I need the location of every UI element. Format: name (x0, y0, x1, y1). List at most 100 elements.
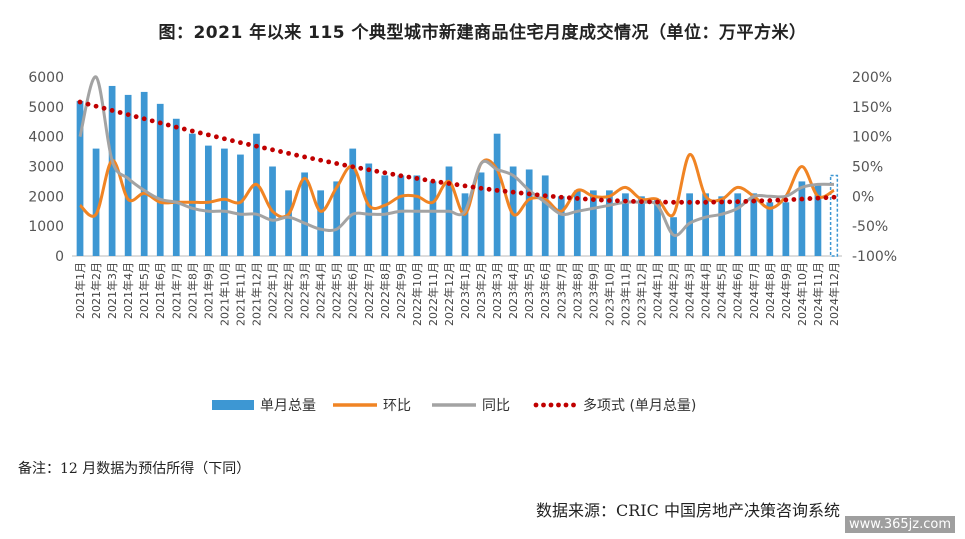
trend-point (205, 132, 211, 138)
bar (750, 193, 758, 256)
x-tick-label: 2021年4月 (121, 262, 135, 319)
bar (365, 163, 373, 256)
trend-point (799, 196, 805, 202)
y-right-tick-label: -50% (852, 219, 888, 235)
trend-point (117, 110, 123, 115)
bar (221, 148, 228, 256)
trend-point (230, 138, 235, 144)
trend-point (751, 198, 757, 204)
legend-swatch-dot (548, 402, 554, 408)
trend-point (590, 197, 596, 203)
bar (461, 193, 469, 256)
trend-point (783, 197, 789, 203)
trend-point (85, 101, 91, 107)
trend-point (615, 198, 620, 204)
bar (606, 190, 613, 256)
trend-point (534, 192, 540, 198)
y-left-tick-label: 6000 (28, 70, 64, 86)
trend-point (510, 189, 516, 195)
x-tick-label: 2022年3月 (298, 262, 312, 319)
trend-point (831, 194, 837, 200)
x-tick-label: 2021年9月 (201, 262, 215, 319)
x-tick-label: 2023年12月 (635, 262, 649, 326)
trend-point (173, 124, 179, 130)
trend-point (639, 199, 644, 205)
trend-point (278, 149, 283, 154)
trend-point (807, 196, 813, 201)
x-tick-label: 2022年2月 (282, 262, 296, 319)
x-tick-label: 2021年5月 (137, 262, 151, 319)
trend-point (366, 167, 372, 173)
bar (172, 118, 180, 257)
x-tick-label: 2023年8月 (570, 262, 584, 319)
trend-point (406, 174, 412, 180)
x-tick-label: 2024年3月 (683, 262, 697, 319)
trend-point (711, 199, 717, 205)
trend-point (197, 130, 203, 136)
trend-point (213, 134, 219, 140)
trend-point (655, 199, 660, 205)
legend-label: 同比 (482, 398, 510, 414)
trend-point (125, 112, 131, 117)
x-tick-label: 2024年1月 (651, 262, 665, 319)
y-right-tick-label: 50% (852, 160, 883, 176)
y-right-tick-label: 100% (852, 130, 892, 146)
bar (349, 148, 357, 256)
trend-point (494, 187, 500, 193)
bar (734, 193, 742, 256)
trend-point (109, 108, 115, 113)
trend-point (133, 114, 139, 120)
trend-point (438, 179, 444, 185)
x-tick-label: 2024年10月 (795, 262, 809, 326)
legend-swatch-dot (533, 402, 539, 408)
trend-point (246, 142, 251, 147)
trend-point (486, 186, 492, 192)
y-right-tick-label: -100% (852, 249, 897, 265)
trend-point (165, 122, 171, 128)
trend-point (374, 168, 380, 174)
trend-point (647, 199, 652, 205)
x-tick-label: 2023年5月 (522, 262, 536, 319)
chart-title: 图：2021 年以来 115 个典型城市新建商品住宅月度成交情况（单位：万平方米… (158, 23, 807, 43)
y-axis-left: 0 1000 2000 3000 4000 5000 6000 (28, 70, 64, 265)
x-axis-labels: 2021年1月 2021年2月 2021年3月 2021年4月 2021年5月 2021年… (73, 262, 841, 326)
trend-point (181, 126, 187, 132)
x-tick-label: 2021年11月 (233, 262, 247, 326)
trend-point (791, 197, 797, 202)
trend-point (302, 154, 308, 160)
trend-point (382, 170, 388, 176)
y-right-tick-label: 0% (852, 189, 874, 205)
bar (525, 169, 533, 256)
x-tick-label: 2024年11月 (811, 262, 825, 326)
trend-point (470, 184, 476, 190)
y-left-tick-label: 4000 (28, 130, 64, 146)
trend-point (679, 199, 684, 205)
x-tick-label: 2022年4月 (314, 262, 328, 319)
trend-point (663, 199, 668, 205)
bar (333, 181, 341, 256)
x-tick-label: 2023年9月 (586, 262, 600, 319)
trend-point (478, 185, 484, 191)
trend-point (623, 198, 628, 204)
bar (381, 175, 389, 256)
bar (92, 148, 100, 256)
bar (541, 175, 549, 256)
x-tick-label: 2021年2月 (89, 262, 103, 319)
bar (573, 190, 581, 256)
y-left-tick-label: 2000 (28, 189, 64, 205)
trend-point (743, 199, 749, 204)
line-mom (79, 153, 835, 219)
x-tick-label: 2022年6月 (346, 262, 360, 319)
bar (253, 133, 260, 256)
bar (798, 181, 806, 256)
data-source: 数据来源：CRIC 中国房地产决策咨询系统 (536, 501, 840, 520)
bar (557, 196, 565, 256)
trend-point (518, 190, 524, 196)
bar (76, 100, 84, 256)
trend-point (719, 199, 725, 205)
trend-point (414, 176, 420, 181)
y-left-tick-label: 3000 (28, 160, 64, 176)
bar (493, 133, 501, 256)
x-tick-label: 2022年7月 (362, 262, 376, 319)
bar (108, 85, 116, 256)
